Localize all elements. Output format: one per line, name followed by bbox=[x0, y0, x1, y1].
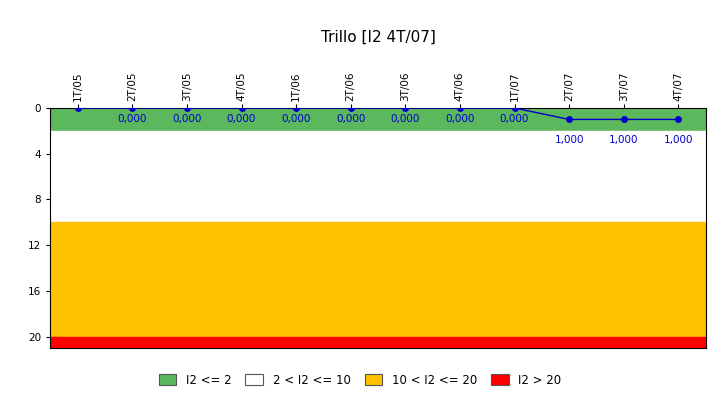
Text: 0,000: 0,000 bbox=[282, 114, 311, 124]
Text: 0,000: 0,000 bbox=[500, 114, 529, 124]
Text: 1,000: 1,000 bbox=[609, 136, 639, 146]
Text: 0,000: 0,000 bbox=[445, 114, 474, 124]
Bar bbox=[50, 108, 706, 131]
Text: 0,000: 0,000 bbox=[117, 114, 147, 124]
Text: 0,000: 0,000 bbox=[391, 114, 420, 124]
Title: Trillo [I2 4T/07]: Trillo [I2 4T/07] bbox=[320, 29, 436, 44]
Bar bbox=[50, 131, 706, 222]
Bar bbox=[50, 336, 706, 348]
Bar bbox=[50, 222, 706, 336]
Legend: I2 <= 2, 2 < I2 <= 10, 10 < I2 <= 20, I2 > 20: I2 <= 2, 2 < I2 <= 10, 10 < I2 <= 20, I2… bbox=[155, 370, 565, 390]
Text: 1,000: 1,000 bbox=[554, 136, 584, 146]
Text: 0,000: 0,000 bbox=[336, 114, 365, 124]
Text: 1,000: 1,000 bbox=[664, 136, 693, 146]
Text: 0,000: 0,000 bbox=[172, 114, 202, 124]
Text: 0,000: 0,000 bbox=[227, 114, 256, 124]
